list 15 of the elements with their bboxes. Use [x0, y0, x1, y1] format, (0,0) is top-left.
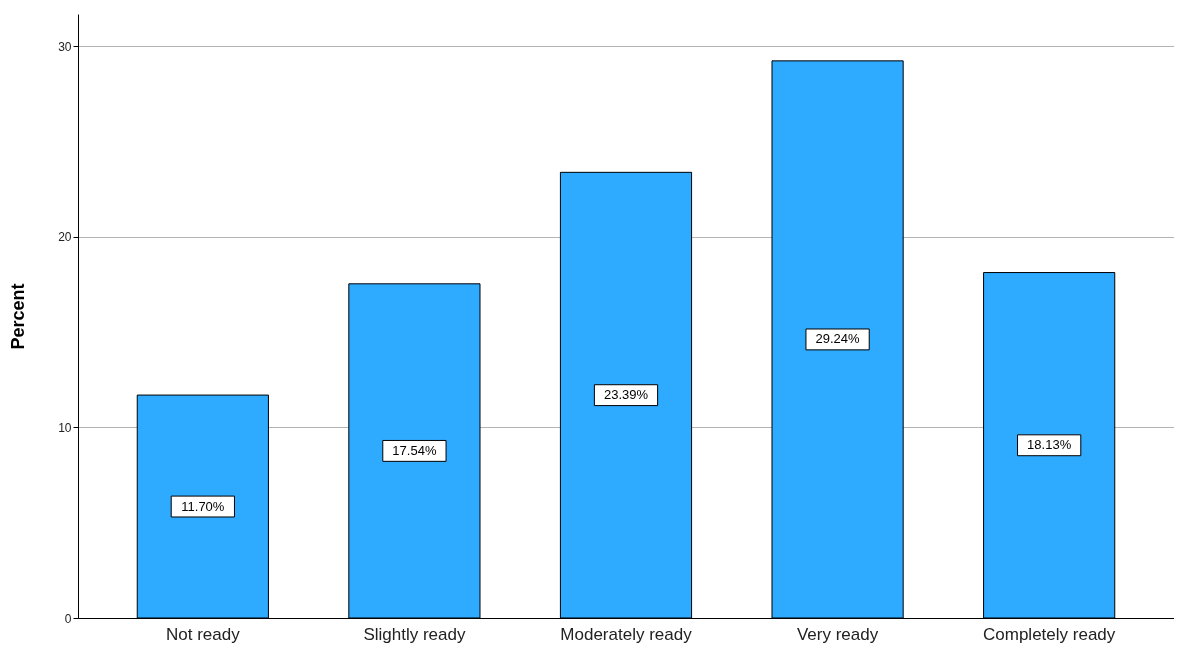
y-tick-label: 30	[58, 39, 72, 54]
x-tick-label: Slightly ready	[363, 624, 466, 644]
y-tick-label: 0	[64, 611, 72, 626]
data-label: 29.24%	[815, 331, 861, 347]
data-label: 17.54%	[392, 442, 437, 458]
x-tick-label: Completely ready	[983, 624, 1116, 644]
data-label: 11.70%	[181, 498, 225, 514]
x-tick-label: Not ready	[165, 624, 241, 644]
y-axis-title: Percent	[8, 283, 29, 350]
data-label: 18.13%	[1027, 437, 1072, 453]
y-tick-label: 20	[58, 230, 72, 245]
y-tick-label: 10	[58, 420, 72, 435]
x-tick-label: Very ready	[796, 624, 879, 644]
x-tick-label: Moderately ready	[560, 624, 693, 644]
data-label: 23.39%	[603, 387, 649, 403]
